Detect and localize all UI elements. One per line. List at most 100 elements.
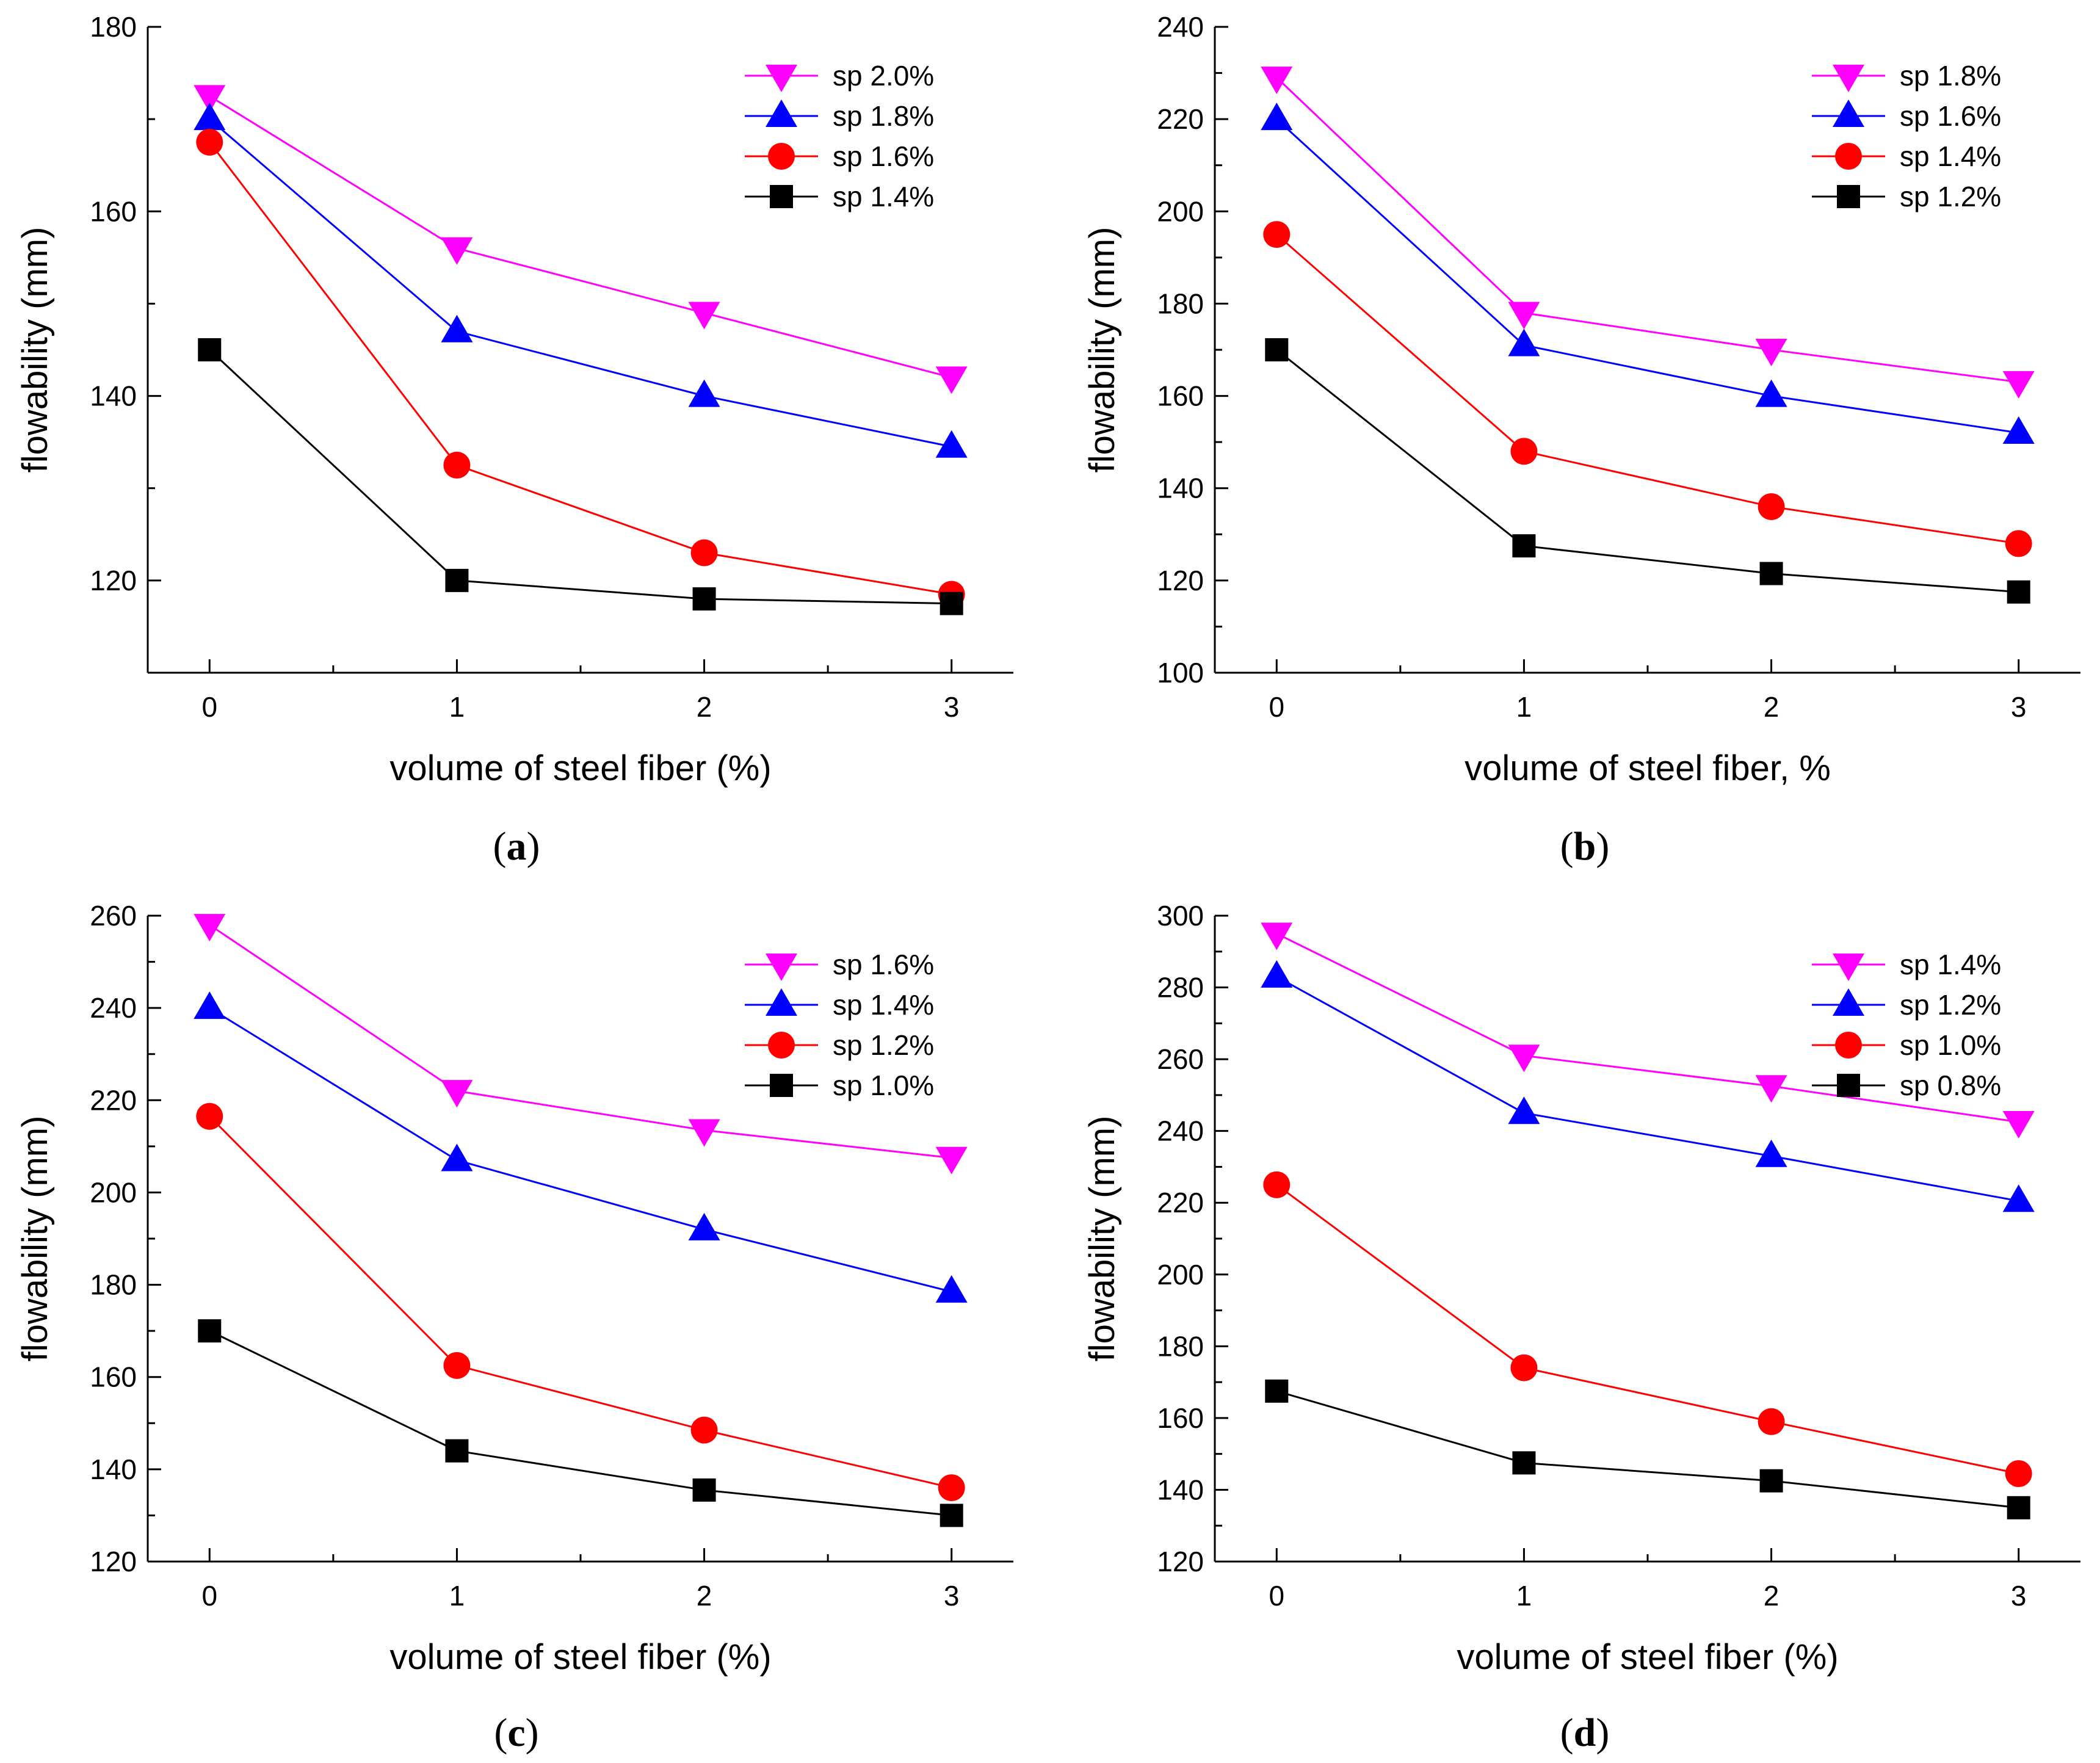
series-line-3: [209, 1115, 952, 1489]
x-tick-label: 2: [697, 1580, 712, 1612]
legend-label: sp 2.0%: [833, 60, 934, 92]
data-point: [194, 103, 226, 131]
y-tick-label: 180: [90, 1269, 137, 1301]
data-point: [443, 451, 471, 479]
series-line-3: [1276, 1184, 2019, 1475]
chart-panel-b: 100 120 140 160 180 200 220 240 0 1 2 3 volume of st…: [1082, 11, 2080, 869]
legend-marker: [1835, 1032, 1862, 1059]
data-point: [2005, 530, 2032, 557]
data-point: [2002, 371, 2035, 399]
series-line-1: [209, 924, 952, 1159]
legend-marker: [766, 988, 797, 1016]
data-point: [196, 1102, 223, 1130]
legend-marker: [1835, 143, 1862, 170]
legend-label: sp 1.2%: [1900, 989, 2001, 1021]
data-point: [441, 314, 473, 342]
data-point: [1261, 922, 1293, 950]
legend-marker: [1833, 988, 1864, 1016]
y-tick-label: 180: [1157, 1330, 1204, 1362]
data-point: [1261, 960, 1293, 988]
data-point: [1755, 339, 1787, 366]
chart-panel-d: 120 140 160 180 200 220 240 260 280 300 0 1 2 3 volume…: [1082, 900, 2080, 1755]
data-point: [2002, 1184, 2035, 1212]
legend-label: sp 1.6%: [833, 140, 934, 172]
data-point: [2007, 580, 2030, 604]
legend-marker: [1833, 65, 1864, 92]
series-line-3: [1276, 233, 2019, 545]
y-tick-label: 120: [90, 1546, 137, 1577]
y-tick-label: 220: [1157, 103, 1204, 135]
legend-label: sp 1.0%: [1900, 1029, 2001, 1061]
data-point: [1508, 302, 1540, 330]
data-point: [692, 587, 716, 611]
y-tick-label: 160: [1157, 1402, 1204, 1434]
legend-marker: [1837, 185, 1860, 208]
series-line-1: [209, 95, 952, 378]
legend: sp 2.0% sp 1.8% sp 1.6% sp 1.4%: [745, 60, 934, 212]
data-point: [198, 338, 222, 361]
legend-marker: [1837, 1074, 1860, 1097]
data-point: [1758, 493, 1785, 520]
legend-label: sp 1.6%: [1900, 100, 2001, 132]
data-point: [692, 1478, 716, 1502]
data-point: [688, 379, 720, 407]
y-axis-title: flowability (mm): [1082, 227, 1122, 473]
data-point: [1261, 67, 1293, 95]
y-tick-label: 280: [1157, 972, 1204, 1004]
panel-caption: (a): [493, 824, 540, 869]
y-tick-label: 140: [90, 1453, 137, 1485]
y-axis-title: flowability (mm): [1082, 1116, 1122, 1362]
y-axis-title: flowability (mm): [15, 227, 55, 473]
x-tick-label: 0: [1269, 1580, 1284, 1612]
legend-marker: [768, 143, 795, 170]
legend-label: sp 1.8%: [1900, 60, 2001, 92]
data-point: [194, 914, 226, 942]
x-tick-label: 1: [449, 691, 465, 723]
x-tick-label: 0: [201, 1580, 217, 1612]
data-point: [1759, 562, 1783, 585]
data-point: [940, 1504, 963, 1527]
data-point: [1508, 1096, 1540, 1124]
data-point: [1510, 1354, 1538, 1381]
legend-marker: [1833, 100, 1864, 127]
y-tick-label: 240: [90, 992, 137, 1024]
y-tick-label: 160: [1157, 380, 1204, 412]
data-point: [2007, 1496, 2030, 1519]
data-point: [194, 991, 226, 1019]
data-point: [690, 539, 718, 567]
legend-marker: [766, 100, 797, 127]
y-tick-label: 300: [1157, 900, 1204, 932]
data-point: [1265, 338, 1289, 361]
x-axis-title: volume of steel fiber (%): [389, 748, 771, 788]
y-tick-label: 200: [1157, 1259, 1204, 1291]
series-line-2: [209, 1007, 952, 1293]
data-point: [1261, 103, 1293, 131]
data-point: [935, 1275, 968, 1303]
x-tick-label: 0: [201, 691, 217, 723]
legend-marker: [770, 185, 793, 208]
legend-label: sp 1.4%: [833, 989, 934, 1021]
y-tick-label: 240: [1157, 11, 1204, 43]
legend-label: sp 1.4%: [1900, 949, 2001, 980]
y-tick-label: 160: [90, 1361, 137, 1393]
x-tick-label: 3: [944, 691, 960, 723]
legend-marker: [766, 954, 797, 981]
legend-marker: [766, 65, 797, 92]
data-point: [938, 1474, 965, 1502]
legend-label: sp 1.4%: [1900, 140, 2001, 172]
series-line-4: [209, 349, 952, 605]
data-point: [2005, 1460, 2032, 1487]
series-line-3: [209, 142, 952, 596]
legend: sp 1.4% sp 1.2% sp 1.0% sp 0.8%: [1812, 949, 2001, 1101]
data-point: [1508, 1044, 1540, 1073]
y-tick-label: 260: [90, 900, 137, 932]
data-point: [441, 237, 473, 265]
chart-panel-a: 120 140 160 180 0 1 2 3 volume of steel fiber (%…: [15, 11, 1013, 869]
panel-caption: (d): [1560, 1711, 1610, 1755]
x-tick-label: 2: [1764, 691, 1780, 723]
data-point: [688, 1119, 720, 1147]
x-axis-title: volume of steel fiber (%): [389, 1637, 771, 1677]
legend-label: sp 0.8%: [1900, 1070, 2001, 1101]
